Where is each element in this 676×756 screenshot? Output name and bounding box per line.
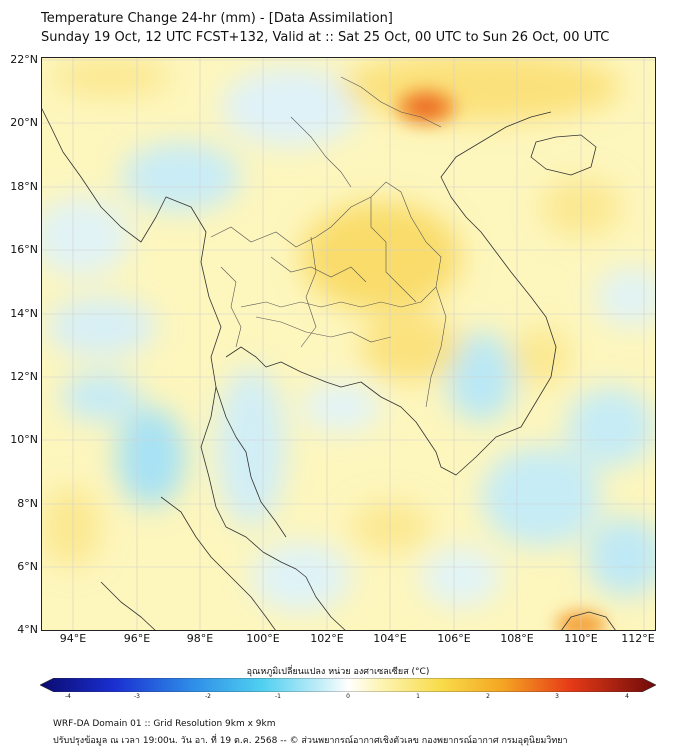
map-subtitle: Sunday 19 Oct, 12 UTC FCST+132, Valid at… [41,30,610,45]
graticule [41,57,656,631]
colorbar-tick: -2 [205,693,211,700]
footer-credit: ปรับปรุงข้อมูล ณ เวลา 19:00น. วัน อา. ที… [53,736,568,746]
y-axis-label-10n: 10°N [10,433,38,446]
temperature-field [41,57,656,612]
coastlines [41,106,617,631]
y-axis-label-20n: 20°N [10,116,38,129]
y-axis-label-6n: 6°N [17,560,38,573]
x-axis-label-98e: 98°E [186,632,214,645]
colorbar-tick: 3 [555,693,559,700]
colorbar-tick: -3 [134,693,140,700]
province-borders [210,76,447,408]
x-axis-label-110e: 110°E [564,632,598,645]
colorbar-tick: 1 [416,693,420,700]
colorbar-tick: 4 [625,693,629,700]
colorbar-tick: -1 [275,693,281,700]
y-axis-label-14n: 14°N [10,307,38,320]
colorbar-tick: 0 [346,693,350,700]
y-axis-label-22n: 22°N [10,53,38,66]
x-axis-label-106e: 106°E [437,632,471,645]
y-axis-label-12n: 12°N [10,370,38,383]
colorbar-tick: -4 [65,693,71,700]
x-axis-label-104e: 104°E [373,632,407,645]
y-axis-label-16n: 16°N [10,243,38,256]
map-frame [41,57,656,631]
x-axis-label-96e: 96°E [123,632,151,645]
x-axis-label-102e: 102°E [310,632,344,645]
x-axis-label-112e: 112°E [621,632,655,645]
colorbar [40,678,656,692]
temperature-change-map [41,57,656,631]
y-axis-label-8n: 8°N [17,497,38,510]
x-axis-label-100e: 100°E [246,632,280,645]
y-axis-label-4n: 4°N [17,623,38,636]
x-axis-label-108e: 108°E [500,632,534,645]
x-axis-label-94e: 94°E [59,632,87,645]
colorbar-gradient [40,678,656,692]
colorbar-title: อุณหภูมิเปลี่ยนแปลง หน่วย องศาเซลเซียส (… [246,667,430,677]
map-title: Temperature Change 24-hr (mm) - [Data As… [41,11,393,26]
colorbar-tick: 2 [486,693,490,700]
footer-domain-info: WRF-DA Domain 01 :: Grid Resolution 9km … [53,719,276,729]
y-axis-label-18n: 18°N [10,180,38,193]
